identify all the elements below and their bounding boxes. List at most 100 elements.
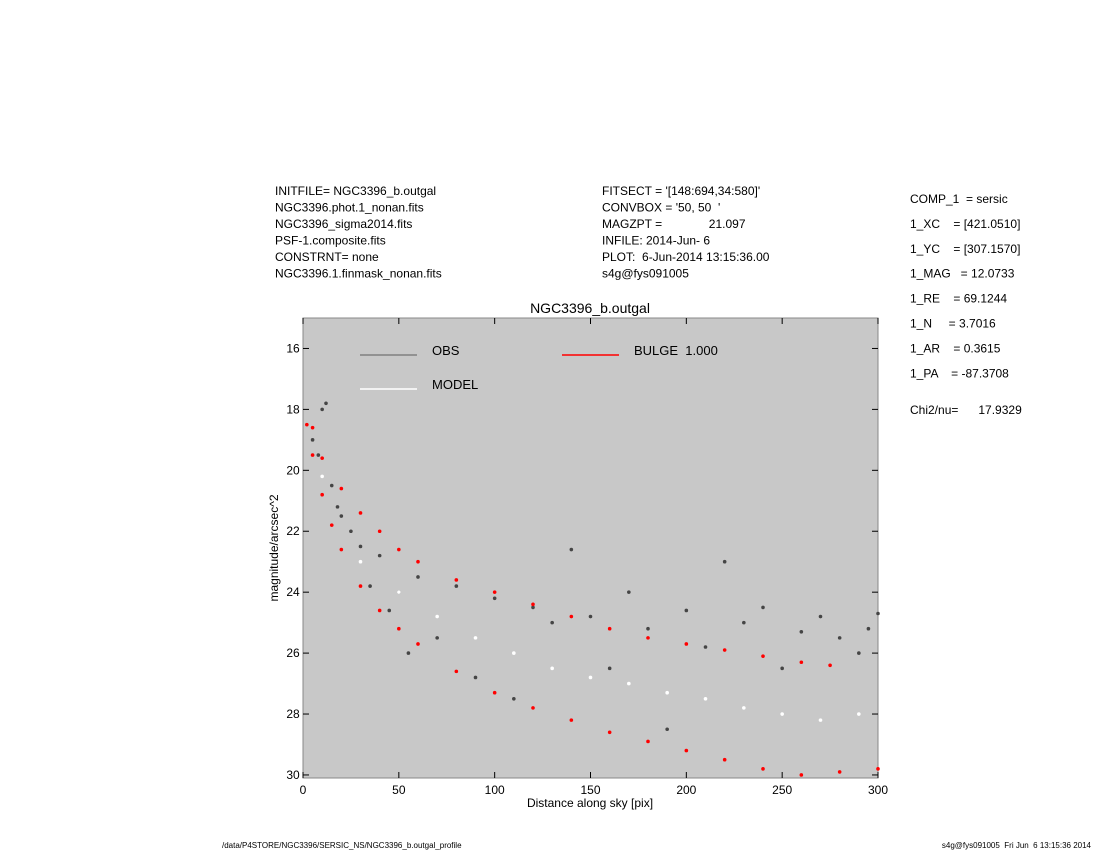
data-point: [310, 425, 315, 430]
plot-area: [302, 317, 879, 779]
y-tick-label: 18: [286, 402, 300, 416]
footer-path: /data/P4STORE/NGC3396/SERSIC_NS/NGC3396_…: [222, 841, 462, 850]
data-point: [761, 605, 765, 610]
data-point: [550, 666, 554, 671]
x-axis-label: Distance along sky [pix]: [527, 796, 653, 810]
data-point: [684, 608, 689, 613]
data-point: [339, 486, 344, 491]
header-left-line: PSF-1.composite.fits: [275, 234, 386, 248]
data-point: [761, 654, 765, 658]
fit-parameter: COMP_1 = sersic: [910, 192, 1008, 206]
data-point: [531, 605, 535, 610]
data-point: [569, 547, 574, 552]
data-point: [837, 636, 842, 640]
data-point: [377, 529, 382, 534]
x-tick-label: 0: [300, 783, 307, 797]
header-left-line: CONSTRNT= none: [275, 250, 379, 264]
data-point: [335, 505, 340, 509]
data-point: [492, 690, 497, 695]
y-tick-label: 20: [286, 463, 300, 477]
data-point: [377, 553, 382, 558]
header-left-line: INITFILE= NGC3396_b.outgal: [275, 184, 436, 198]
legend-label: OBS: [432, 343, 460, 358]
data-point: [316, 453, 321, 457]
data-point: [569, 614, 574, 619]
data-point: [435, 636, 439, 640]
header-middle-line: MAGZPT = 21.097: [602, 217, 746, 231]
data-point: [406, 651, 411, 655]
footer-stamp: s4g@fys091005 Fri Jun 6 13:15:36 2014: [942, 841, 1092, 850]
data-point: [454, 584, 459, 588]
data-point: [627, 590, 631, 594]
data-point: [818, 614, 823, 619]
data-point: [866, 626, 871, 631]
data-point: [339, 514, 344, 518]
data-point: [837, 770, 842, 774]
header-middle-line: CONVBOX = '50, 50 ': [602, 201, 720, 215]
data-point: [531, 602, 535, 607]
data-point: [310, 453, 315, 457]
y-tick-label: 24: [286, 585, 300, 599]
data-point: [646, 739, 650, 744]
data-point: [397, 547, 401, 552]
data-point: [818, 718, 823, 722]
data-point: [416, 559, 420, 564]
data-point: [397, 626, 401, 631]
data-point: [387, 608, 392, 613]
data-point: [435, 614, 439, 619]
data-point: [799, 660, 804, 665]
data-point: [588, 675, 593, 680]
data-point: [722, 757, 727, 762]
data-point: [857, 712, 861, 716]
fit-parameter: 1_N = 3.7016: [910, 317, 996, 331]
fit-parameter: 1_MAG = 12.0733: [910, 267, 1015, 281]
data-point: [742, 706, 746, 710]
data-point: [665, 690, 669, 695]
data-point: [329, 483, 334, 488]
data-point: [684, 748, 689, 753]
data-point: [339, 547, 344, 552]
data-point: [377, 608, 382, 613]
data-point: [607, 730, 612, 735]
data-point: [569, 718, 574, 722]
data-point: [780, 712, 784, 716]
fit-parameter: 1_YC = [307.1570]: [910, 242, 1020, 256]
data-point: [742, 620, 746, 625]
data-point: [703, 696, 708, 701]
data-point: [454, 578, 459, 582]
fit-parameter: 1_AR = 0.3615: [910, 341, 1001, 355]
y-tick-label: 16: [286, 341, 300, 355]
data-point: [828, 663, 832, 668]
data-point: [358, 584, 363, 588]
data-point: [876, 611, 880, 616]
data-point: [684, 642, 689, 646]
data-point: [876, 767, 880, 771]
data-point: [349, 529, 353, 534]
data-point: [416, 575, 420, 579]
x-tick-label: 200: [676, 783, 696, 797]
data-point: [588, 614, 593, 619]
legend-label: BULGE 1.000: [634, 343, 718, 358]
data-point: [492, 590, 497, 594]
chart-title: NGC3396_b.outgal: [530, 300, 650, 316]
data-point: [416, 642, 420, 646]
data-point: [454, 669, 459, 674]
x-tick-label: 50: [392, 783, 406, 797]
y-tick-label: 22: [286, 524, 300, 538]
data-point: [473, 636, 478, 640]
data-point: [324, 401, 328, 406]
fit-parameter: 1_RE = 69.1244: [910, 292, 1007, 306]
data-point: [320, 492, 324, 497]
x-tick-label: 150: [580, 783, 600, 797]
data-point: [320, 456, 324, 460]
data-point: [320, 407, 324, 412]
legend-label: MODEL: [432, 377, 478, 392]
y-tick-label: 30: [286, 768, 300, 782]
y-axis-label: magnitude/arcsec^2: [267, 494, 281, 601]
data-point: [665, 727, 669, 732]
data-point: [473, 675, 478, 680]
header-middle-line: PLOT: 6-Jun-2014 13:15:36.00: [602, 250, 770, 264]
data-point: [799, 629, 804, 634]
data-point: [358, 511, 363, 515]
data-point: [799, 773, 804, 777]
